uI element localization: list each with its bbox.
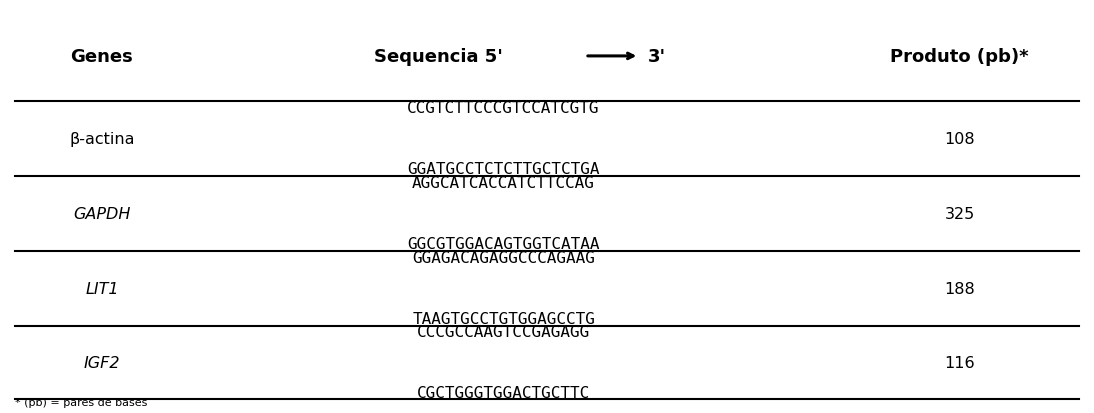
Text: GGATGCCTCTCTTGCTCTGA: GGATGCCTCTCTTGCTCTGA bbox=[407, 161, 600, 176]
Text: CGCTGGGTGGACTGCTTC: CGCTGGGTGGACTGCTTC bbox=[417, 385, 590, 400]
Text: Produto (pb)*: Produto (pb)* bbox=[891, 48, 1028, 66]
Text: * (pb) = pares de bases: * (pb) = pares de bases bbox=[15, 397, 148, 407]
Text: β-actina: β-actina bbox=[69, 131, 135, 146]
Text: GAPDH: GAPDH bbox=[73, 206, 130, 221]
Text: AGGCATCACCATCTTCCAG: AGGCATCACCATCTTCCAG bbox=[412, 176, 595, 191]
Text: 325: 325 bbox=[944, 206, 975, 221]
Text: GGAGACAGAGGCCCAGAAG: GGAGACAGAGGCCCAGAAG bbox=[412, 251, 595, 266]
Text: 3': 3' bbox=[648, 48, 666, 66]
Text: 108: 108 bbox=[944, 131, 975, 146]
Text: LIT1: LIT1 bbox=[85, 281, 118, 296]
Text: GGCGTGGACAGTGGTCATAA: GGCGTGGACAGTGGTCATAA bbox=[407, 237, 600, 252]
Text: Sequencia 5': Sequencia 5' bbox=[374, 48, 503, 66]
Text: 188: 188 bbox=[944, 281, 975, 296]
Text: 116: 116 bbox=[944, 355, 975, 370]
Text: CCGTCTTCCCGTCCATCGTG: CCGTCTTCCCGTCCATCGTG bbox=[407, 101, 600, 116]
Text: Genes: Genes bbox=[70, 48, 133, 66]
Text: CCCGCCAAGTCCGAGAGG: CCCGCCAAGTCCGAGAGG bbox=[417, 325, 590, 339]
Text: IGF2: IGF2 bbox=[83, 355, 120, 370]
Text: TAAGTGCCTGTGGAGCCTG: TAAGTGCCTGTGGAGCCTG bbox=[412, 311, 595, 326]
